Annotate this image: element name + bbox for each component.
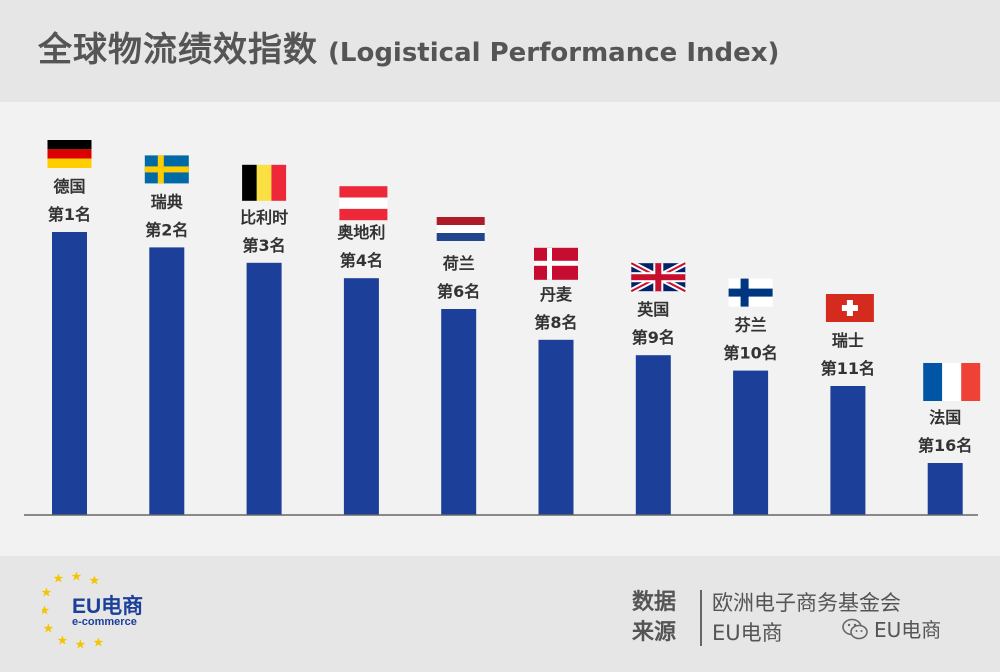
source-divider [700,590,702,646]
bar-9 [927,463,963,515]
bar-1 [149,247,185,515]
source-label: 数据来源 [632,590,677,645]
eu-stars-logo-icon [42,572,104,649]
rank-label: 第2名 [145,220,188,239]
bar-0 [52,232,87,515]
netherlands-flag [436,217,485,241]
rank-label: 第8名 [534,313,577,332]
france-flag [923,363,981,401]
denmark-flag [534,247,578,280]
austria-flag [339,186,388,221]
belgium-flag [242,164,287,201]
source-value: 欧洲电子商务基金会 EU电商 [712,588,901,648]
rank-label: 第4名 [340,251,383,270]
sweden-flag [144,155,189,184]
country-label: 比利时 [240,208,288,227]
wechat-account: EU电商 [842,614,941,643]
rank-label: 第1名 [48,205,91,224]
header: 全球物流绩效指数 (Logistical Performance Index) [0,0,1000,102]
title-main: 全球物流绩效指数 [38,30,318,70]
chart-area: 第1名 德国第2名 瑞典第3名 比利时第4名 奥地利第6名 荷兰第8名 丹麦第9名 英国第10… [0,102,1000,556]
germany-flag [47,140,92,168]
source-brand: EU电商 [712,621,783,645]
country-label: 奥地利 [337,223,385,242]
country-label: 法国 [929,408,961,427]
rank-label: 第6名 [437,282,480,301]
bar-8 [830,386,866,515]
wechat-icon [842,618,868,640]
country-label: 德国 [53,177,85,196]
bar-6 [635,355,671,515]
rank-label: 第10名 [723,344,777,363]
bar-3 [343,278,379,515]
rank-label: 第3名 [243,236,286,255]
page-title: 全球物流绩效指数 (Logistical Performance Index) [38,22,779,71]
uk-flag [629,260,687,294]
bar-2 [246,262,282,515]
country-label: 瑞士 [832,331,864,350]
country-label: 英国 [636,300,669,319]
logo-text: EU电商 [72,595,144,618]
rank-label: 第11名 [821,359,875,378]
wechat-name: EU电商 [874,618,942,642]
country-label: 芬兰 [734,316,767,335]
rank-label: 第16名 [918,436,972,455]
footer [0,556,1000,672]
rank-label: 第9名 [632,328,675,347]
country-label: 丹麦 [540,285,573,304]
country-label: 荷兰 [443,254,475,273]
country-label: 瑞典 [151,192,183,211]
bar-4 [441,309,477,515]
finland-flag [728,278,773,307]
logo-subtext: e-commerce [72,616,137,628]
source-org: 欧洲电子商务基金会 [712,591,901,615]
title-subtitle: (Logistical Performance Index) [328,38,780,68]
bar-5 [538,339,574,515]
bar-7 [733,370,769,515]
switzerland-flag [825,294,874,322]
